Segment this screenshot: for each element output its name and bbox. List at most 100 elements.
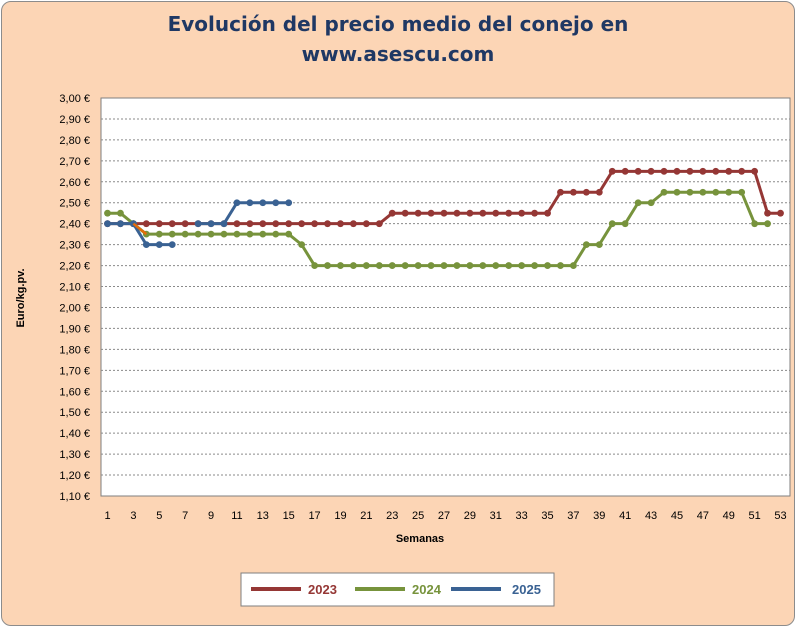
data-point — [453, 262, 461, 269]
data-point — [466, 209, 474, 217]
data-point — [725, 167, 733, 175]
data-point — [337, 220, 344, 228]
data-point — [608, 220, 616, 228]
data-point — [155, 230, 163, 238]
data-point — [285, 220, 293, 228]
data-point — [582, 188, 590, 196]
x-tick-label: 23 — [386, 510, 398, 522]
x-tick-label: 47 — [697, 510, 709, 522]
x-tick-label: 9 — [208, 510, 214, 522]
legend-label-2024: 2024 — [412, 582, 442, 597]
data-point — [673, 167, 681, 175]
y-tick-label: 2,60 € — [59, 177, 90, 189]
data-point — [207, 220, 215, 228]
data-point — [350, 262, 357, 269]
data-point — [738, 167, 746, 175]
data-point — [673, 188, 681, 196]
x-tick-label: 7 — [182, 510, 188, 522]
data-point — [220, 230, 228, 238]
series-line-2024 — [107, 190, 768, 268]
data-point — [181, 230, 189, 238]
data-point — [621, 167, 629, 175]
data-point — [194, 220, 202, 228]
data-point — [155, 220, 163, 228]
x-tick-label: 3 — [130, 510, 136, 522]
data-point — [453, 209, 461, 217]
data-point — [259, 220, 267, 228]
data-point — [168, 241, 176, 249]
data-point — [751, 167, 759, 175]
x-tick-label: 35 — [541, 510, 553, 522]
data-point — [233, 230, 241, 238]
data-point — [427, 209, 435, 217]
y-tick-label: 2,00 € — [59, 302, 90, 314]
data-point — [207, 230, 215, 238]
data-point — [246, 199, 254, 207]
y-tick-label: 2,70 € — [59, 156, 90, 168]
y-tick-label: 2,20 € — [59, 261, 90, 273]
data-point — [764, 220, 771, 228]
y-tick-label: 1,70 € — [59, 365, 90, 377]
data-point — [647, 167, 655, 175]
data-point — [117, 220, 124, 228]
data-point — [557, 262, 564, 269]
data-point — [311, 262, 318, 269]
data-point — [362, 262, 370, 269]
plot-area — [100, 97, 791, 497]
data-point — [259, 230, 267, 238]
chart-title-line-2: www.asescu.com — [302, 42, 495, 66]
data-point — [440, 262, 448, 269]
data-point — [738, 188, 746, 196]
y-tick-label: 1,10 € — [59, 491, 90, 503]
x-tick-label: 41 — [619, 510, 631, 522]
data-point — [608, 167, 616, 175]
data-point — [233, 220, 241, 228]
data-point — [259, 199, 267, 207]
data-point — [440, 209, 448, 217]
data-point — [686, 167, 694, 175]
data-point — [350, 220, 357, 228]
data-point — [168, 220, 176, 228]
x-tick-label: 43 — [645, 510, 657, 522]
data-point — [401, 209, 409, 217]
data-point — [634, 199, 642, 207]
data-point — [712, 188, 720, 196]
data-point — [544, 209, 551, 217]
x-tick-label: 11 — [231, 510, 242, 522]
data-point — [570, 188, 577, 196]
data-point — [324, 262, 331, 269]
legend-label-2025: 2025 — [512, 582, 541, 597]
data-point — [272, 199, 280, 207]
data-point — [388, 262, 396, 269]
x-tick-label: 33 — [516, 510, 528, 522]
y-tick-label: 2,90 € — [59, 114, 90, 126]
x-tick-label: 27 — [438, 510, 450, 522]
data-point — [479, 209, 487, 217]
x-tick-label: 29 — [464, 510, 476, 522]
x-tick-label: 5 — [156, 510, 162, 522]
legend-label-2023: 2023 — [308, 582, 337, 597]
x-tick-label: 37 — [567, 510, 579, 522]
x-tick-label: 31 — [490, 510, 502, 522]
data-point — [117, 209, 124, 217]
data-point — [414, 209, 422, 217]
bridge-segment — [132, 222, 148, 236]
y-tick-label: 1,40 € — [59, 428, 90, 440]
x-tick-label: 49 — [723, 510, 735, 522]
x-tick-label: 53 — [774, 510, 786, 522]
x-tick-label: 39 — [593, 510, 605, 522]
data-point — [104, 220, 111, 228]
x-tick-label: 15 — [283, 510, 295, 522]
y-axis-ticks: 1,10 € 1,20 € 1,30 € 1,40 € 1,50 € 1,60 € 1,70… — [59, 93, 90, 503]
x-tick-label: 51 — [748, 510, 760, 522]
x-tick-label: 45 — [671, 510, 683, 522]
x-tick-label: 13 — [257, 510, 269, 522]
data-point — [272, 230, 280, 238]
data-point — [777, 209, 784, 217]
y-tick-label: 2,10 € — [59, 282, 90, 294]
data-point — [764, 209, 771, 217]
data-point — [401, 262, 409, 269]
data-point — [647, 199, 655, 207]
data-point — [272, 220, 280, 228]
